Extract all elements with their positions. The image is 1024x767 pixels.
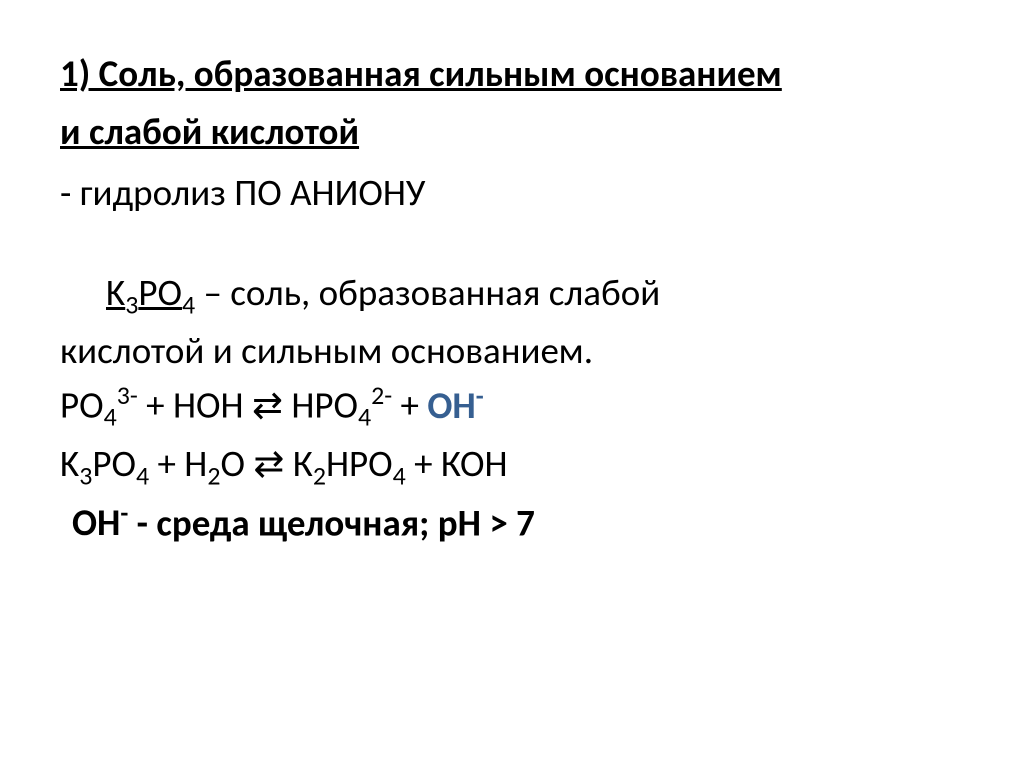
- hydroxide-ion: OH-: [427, 383, 483, 428]
- molecular-equation: K3PO4 + H2O ⇄ К2HPO4 + КОН: [60, 437, 964, 495]
- slide-content: 1) Соль, образованная сильным основанием…: [0, 0, 1024, 590]
- salt-desc-1: – соль, образованная слабой: [195, 270, 660, 315]
- salt-formula-line-2: кислотой и сильным основанием.: [60, 324, 964, 378]
- heading-line-1: 1) Соль, образованная сильным основанием: [60, 50, 964, 98]
- heading-line-2: и слабой кислотой: [60, 108, 964, 156]
- spacer: [60, 220, 964, 266]
- ionic-equation: PO43- + HOH ⇄ HPO42- + OH-: [60, 377, 964, 436]
- hydrolysis-type: - гидролиз ПО АНИОНУ: [60, 166, 964, 220]
- environment-line: OH- - среда щелочная; рН > 7: [60, 495, 964, 550]
- salt-formula-line-1: K3PO4 – соль, образованная слабой: [60, 266, 964, 324]
- formula-k3po4: K3PO4: [106, 270, 195, 315]
